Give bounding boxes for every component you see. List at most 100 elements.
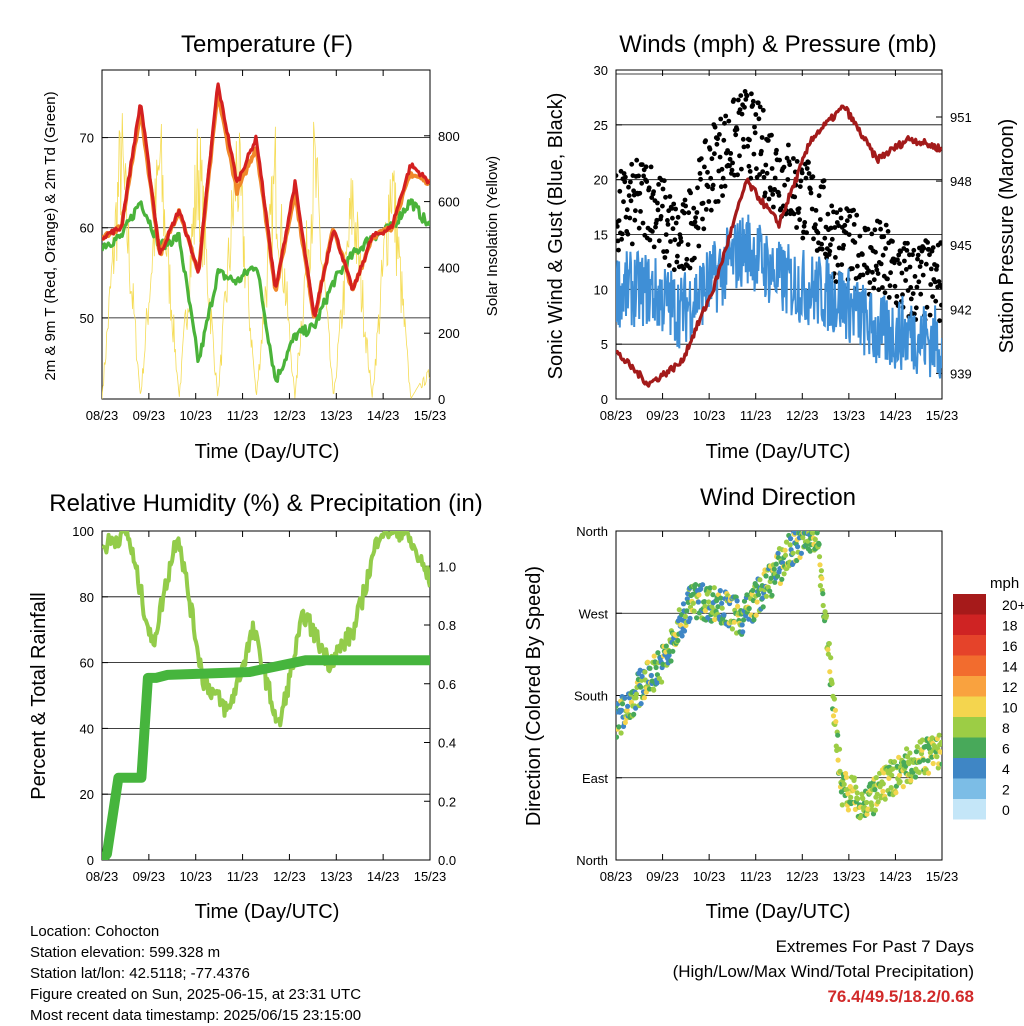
gust-point (739, 166, 744, 172)
gust-point (898, 249, 903, 255)
gust-point (744, 93, 750, 99)
gust-point (930, 245, 936, 251)
direction-point (925, 770, 932, 776)
direction-point (904, 754, 911, 760)
gust-point (648, 164, 654, 170)
humidity-xtick-label: 08/23 (86, 869, 119, 884)
gust-point (681, 210, 687, 216)
gust-point (808, 190, 814, 196)
gust-point (658, 214, 664, 219)
gust-point (764, 170, 770, 176)
gust-point (915, 252, 921, 258)
direction-point (616, 734, 620, 740)
direction-point (904, 746, 910, 752)
station-location: Location: Cohocton (30, 923, 160, 940)
direction-point (818, 568, 825, 574)
gust-point (695, 185, 700, 191)
direction-point (897, 779, 903, 785)
gust-point (802, 220, 808, 225)
gust-point (927, 312, 933, 318)
gust-point (703, 207, 709, 212)
direction-point (715, 604, 721, 610)
humidity-ytick-label: 100 (72, 524, 94, 539)
direction-point (882, 796, 888, 802)
humidity-xtick-label: 10/23 (179, 869, 212, 884)
direction-point (800, 535, 806, 541)
direction-point (746, 605, 752, 612)
temperature-frame (101, 69, 431, 400)
gust-point (685, 242, 691, 248)
direction-point (807, 548, 813, 554)
gust-point (632, 217, 638, 223)
direction-point (847, 784, 853, 790)
speed-legend-label: 6 (1002, 741, 1010, 757)
direction-point (684, 608, 690, 614)
winds-xtick-label: 12/23 (786, 408, 819, 423)
gust-point (836, 245, 842, 251)
extremes-values: 76.4/49.5/18.2/0.68 (827, 987, 974, 1006)
temperature-y2label: Solar Insolation (Yellow) (484, 156, 501, 316)
gust-point (712, 151, 717, 157)
direction-point (653, 664, 659, 671)
gust-point (619, 231, 625, 237)
direction-point (646, 686, 653, 692)
winds-xtick-label: 14/23 (879, 408, 912, 423)
direction-point (783, 539, 790, 545)
direction-point (696, 592, 702, 598)
gust-point (627, 215, 633, 221)
direction-point (896, 754, 902, 760)
gust-point (934, 263, 940, 269)
gust-point (665, 222, 671, 227)
gust-point (904, 248, 910, 253)
winds-xtick-label: 13/23 (833, 408, 866, 423)
winds-ytick-label: 30 (594, 63, 608, 78)
gust-point (654, 217, 660, 223)
gust-point (674, 259, 680, 265)
temperature-ylabel: 2m & 9m T (Red, Orange) & 2m Td (Green) (42, 91, 59, 380)
direction-point (676, 607, 682, 613)
gust-point (703, 138, 708, 144)
gust-point (633, 208, 638, 214)
gust-point (883, 246, 888, 251)
temp-2m-line (102, 82, 430, 318)
speed-legend-swatch (953, 655, 986, 676)
direction-point (690, 600, 696, 606)
gust-point (727, 163, 732, 169)
direction-point (827, 669, 833, 675)
gust-point (877, 219, 883, 225)
gust-point (687, 265, 693, 271)
gust-point (718, 184, 724, 190)
gust-point (841, 242, 846, 248)
direction-point (835, 757, 841, 763)
speed-legend-swatch (953, 758, 986, 779)
direction-point (822, 609, 828, 615)
direction-point (851, 775, 858, 781)
direction-xtick-label: 08/23 (600, 869, 633, 884)
gust-point (702, 164, 707, 170)
speed-legend-label: 0 (1002, 802, 1010, 818)
temperature-xtick-label: 10/23 (179, 408, 212, 423)
gust-point (855, 263, 860, 269)
gust-point (822, 235, 828, 241)
gust-point (910, 252, 915, 258)
direction-point (890, 766, 896, 772)
gust-point (717, 154, 723, 160)
temperature-y2tick-label: 800 (438, 129, 460, 144)
gust-point (695, 225, 701, 231)
gust-point (646, 185, 652, 191)
direction-point (641, 695, 648, 701)
gust-point (866, 268, 871, 274)
gust-point (885, 229, 891, 234)
gust-point (749, 91, 754, 97)
direction-point (826, 641, 832, 647)
direction-point (763, 573, 769, 579)
precipitation-line (102, 655, 430, 860)
gust-point (827, 248, 833, 254)
direction-point (829, 680, 835, 687)
direction-point (835, 732, 841, 738)
direction-point (854, 790, 860, 796)
direction-point (698, 586, 704, 592)
gust-point (804, 230, 809, 236)
direction-point (663, 643, 669, 649)
direction-point (763, 593, 770, 599)
